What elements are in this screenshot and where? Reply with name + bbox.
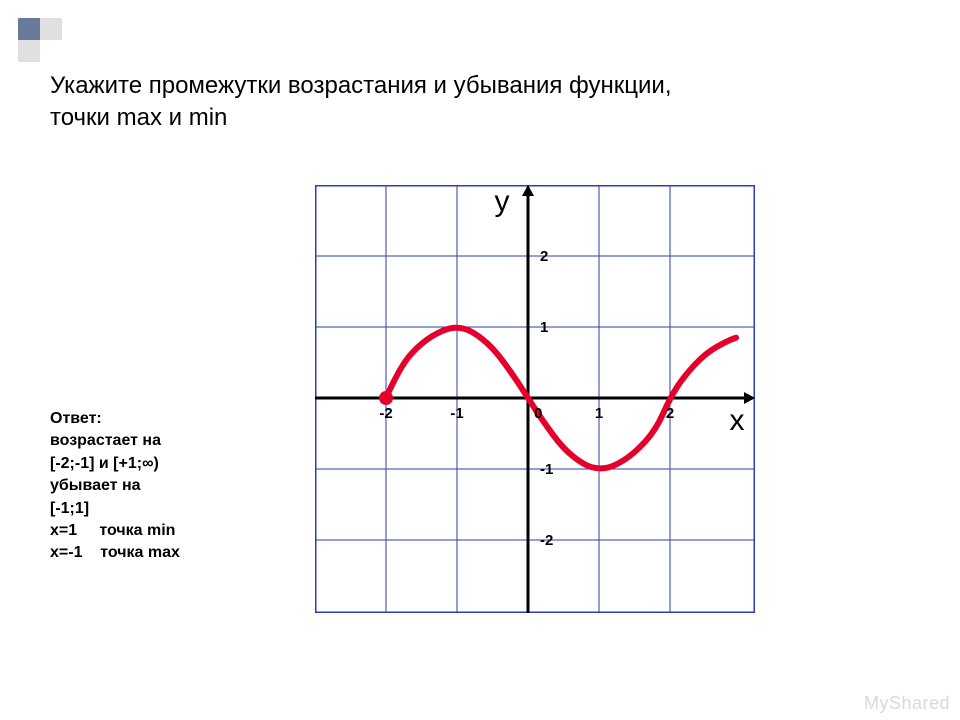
answer-l3: [-2;-1] и [+1;∞) <box>50 453 180 475</box>
answer-l2: возрастает на <box>50 430 180 452</box>
svg-text:-1: -1 <box>540 461 553 478</box>
answer-l6: x=1 точка min <box>50 520 180 542</box>
task-title: Укажите промежутки возрастания и убывани… <box>50 70 672 135</box>
answer-block: Ответ: возрастает на [-2;-1] и [+1;∞) уб… <box>50 408 180 565</box>
svg-text:-1: -1 <box>450 405 463 422</box>
svg-text:x: x <box>730 404 745 437</box>
function-graph: -2 -1 0 1 2 2 1 -1 -2 x y <box>315 185 755 613</box>
title-line-2: точки max и min <box>50 102 672 134</box>
title-line-1: Укажите промежутки возрастания и убывани… <box>50 70 672 102</box>
answer-l5: [-1;1] <box>50 498 180 520</box>
svg-text:2: 2 <box>540 248 548 265</box>
answer-l1: Ответ: <box>50 408 180 430</box>
svg-text:-2: -2 <box>379 405 392 422</box>
svg-text:0: 0 <box>534 405 542 422</box>
svg-text:2: 2 <box>666 405 674 422</box>
svg-text:1: 1 <box>540 319 548 336</box>
answer-l4: убывает на <box>50 475 180 497</box>
svg-text:-2: -2 <box>540 532 553 549</box>
svg-text:1: 1 <box>595 405 603 422</box>
watermark: MyShared <box>864 693 950 714</box>
answer-l7: x=-1 точка max <box>50 542 180 564</box>
svg-text:y: y <box>495 185 510 218</box>
